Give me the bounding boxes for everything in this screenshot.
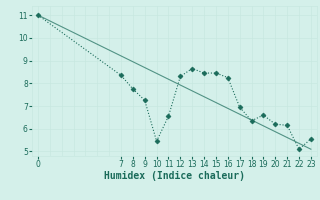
X-axis label: Humidex (Indice chaleur): Humidex (Indice chaleur) bbox=[104, 171, 245, 181]
